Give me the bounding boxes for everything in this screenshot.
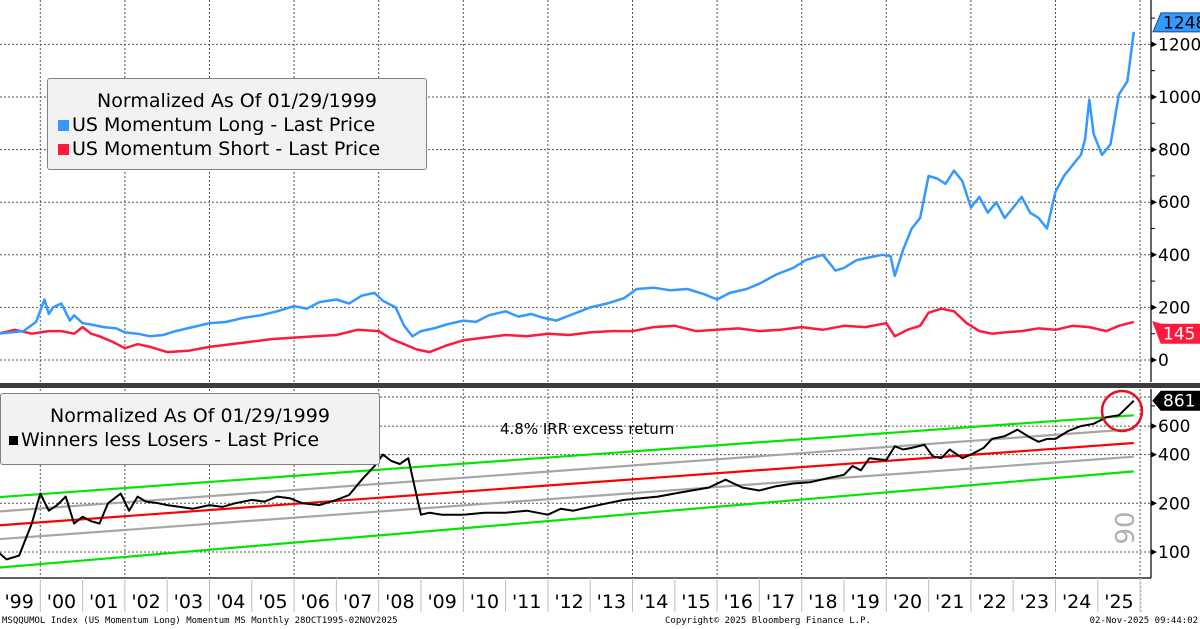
last-value-long-flag [1152, 12, 1200, 33]
last-value-short-flag [1152, 321, 1200, 344]
watermark: 90 [1111, 511, 1141, 544]
x-tick-label: '22 [977, 591, 1006, 613]
top-y-tick-label: 800 [1158, 141, 1190, 161]
x-tick-label: '18 [808, 591, 837, 613]
bottom-y-tick-label: 400 [1158, 446, 1190, 466]
channel-upper-grey-line [0, 428, 1134, 513]
x-tick-label: '24 [1062, 591, 1091, 613]
channel-lower-green-line [0, 470, 1134, 569]
bottom-y-tick-label: 100 [1158, 543, 1190, 563]
bottom-legend[interactable]: Normalized As Of 01/29/1999 Winners less… [0, 393, 380, 465]
bottom-y-tick-mark [1151, 423, 1157, 430]
series-line-momentum-long [0, 31, 1136, 338]
legend-swatch-black-icon [9, 435, 18, 445]
legend-label-long: US Momentum Long - Last Price [72, 114, 376, 136]
bottom-y-tick-label: 600 [1158, 417, 1190, 437]
x-tick-label: '17 [766, 591, 795, 613]
x-tick-label: '14 [639, 591, 668, 613]
x-tick-label: '15 [681, 591, 710, 613]
top-y-tick-mark [1151, 199, 1157, 206]
legend-label-short: US Momentum Short - Last Price [72, 138, 381, 160]
top-y-tick-mark [1151, 94, 1157, 100]
top-panel-y-axis: 0 200 400 600 800 1000 12001248 145 [1150, 0, 1200, 387]
x-tick-label: '11 [512, 591, 541, 613]
x-tick-label: '16 [724, 591, 753, 613]
series-line-momentum-short [0, 307, 1135, 354]
bottom-y-tick-mark [1151, 549, 1157, 555]
series-line-winners-less-losers [0, 399, 1135, 561]
top-panel-series [0, 31, 1136, 354]
footer-copyright: Copyright© 2025 Bloomberg Finance L.P. [665, 616, 871, 626]
legend-entry-winners: Winners less Losers - Last Price [1, 428, 379, 452]
x-tick-label: '07 [343, 591, 372, 613]
x-tick-label: '99 [4, 591, 33, 613]
top-legend[interactable]: Normalized As Of 01/29/1999 US Momentum … [47, 78, 427, 170]
top-y-tick-label: 0 [1158, 351, 1169, 371]
x-tick-label: '03 [174, 591, 203, 613]
x-tick-label: '05 [258, 591, 287, 613]
footer-timestamp: 02-Nov-2025 09:44:02 [1089, 616, 1198, 626]
channel-trend-red-line [0, 441, 1134, 527]
x-tick-label: '01 [89, 591, 118, 613]
x-tick-label: '20 [893, 591, 922, 613]
top-panel-grid [0, 0, 1151, 382]
x-tick-label: '02 [131, 591, 160, 613]
x-tick-label: '12 [554, 591, 583, 613]
top-y-tick-mark [1151, 251, 1157, 258]
bottom-panel-grid [0, 389, 1151, 578]
top-y-tick-label: 200 [1158, 298, 1190, 318]
last-value-long-text: 1248 [1163, 13, 1200, 33]
top-y-tick-label: 1000 [1158, 88, 1200, 108]
legend-swatch-blue-icon [58, 119, 69, 131]
last-value-short-text: 145 [1163, 325, 1195, 345]
top-y-tick-label: 1200 [1158, 35, 1200, 55]
bottom-y-tick-mark [1151, 451, 1157, 458]
last-value-winners-flag [1152, 390, 1200, 411]
highlight-circle [1100, 389, 1144, 433]
legend-label-winners: Winners less Losers - Last Price [21, 429, 320, 451]
x-tick-label: '09 [427, 591, 456, 613]
panel-divider[interactable] [0, 383, 1200, 388]
last-value-winners-text: 861 [1163, 392, 1195, 412]
legend-entry-long: US Momentum Long - Last Price [48, 113, 426, 137]
channel-lower-grey-line [0, 455, 1134, 541]
top-legend-title: Normalized As Of 01/29/1999 [97, 90, 377, 112]
x-tick-label: '10 [470, 591, 499, 613]
bottom-panel-series [0, 399, 1135, 569]
x-tick-label: '04 [216, 591, 245, 613]
top-y-tick-label: 400 [1158, 246, 1190, 266]
footer-source: MSQQUMOL Index (US Momentum Long) Moment… [2, 616, 398, 626]
top-y-tick-mark [1151, 41, 1157, 48]
top-y-tick-mark [1151, 146, 1157, 153]
x-axis: '99 '00 '01 '02 '03 '04 '05 '06 '07 '08 '09 '10 '11 '… [4, 578, 1142, 613]
irr-annotation: 4.8% IRR excess return [500, 420, 675, 438]
legend-entry-short: US Momentum Short - Last Price [48, 137, 426, 161]
x-tick-label: '25 [1104, 591, 1133, 613]
channel-upper-green-line [0, 414, 1134, 499]
legend-swatch-red-icon [58, 143, 69, 155]
top-y-tick-label: 600 [1158, 193, 1190, 213]
bottom-legend-title: Normalized As Of 01/29/1999 [50, 405, 330, 427]
x-tick-label: '19 [850, 591, 879, 613]
bottom-panel-y-axis: 100 200 400 600 861 [0, 389, 1200, 579]
x-tick-label: '00 [47, 591, 76, 613]
x-tick-label: '08 [385, 591, 414, 613]
bottom-y-tick-mark [1151, 500, 1157, 507]
top-y-tick-mark [1151, 357, 1157, 363]
bottom-y-tick-label: 200 [1158, 494, 1190, 514]
x-tick-label: '06 [301, 591, 330, 613]
top-y-tick-mark [1151, 304, 1157, 311]
x-tick-label: '13 [597, 591, 626, 613]
x-tick-label: '21 [935, 591, 964, 613]
x-tick-label: '23 [1020, 591, 1049, 613]
